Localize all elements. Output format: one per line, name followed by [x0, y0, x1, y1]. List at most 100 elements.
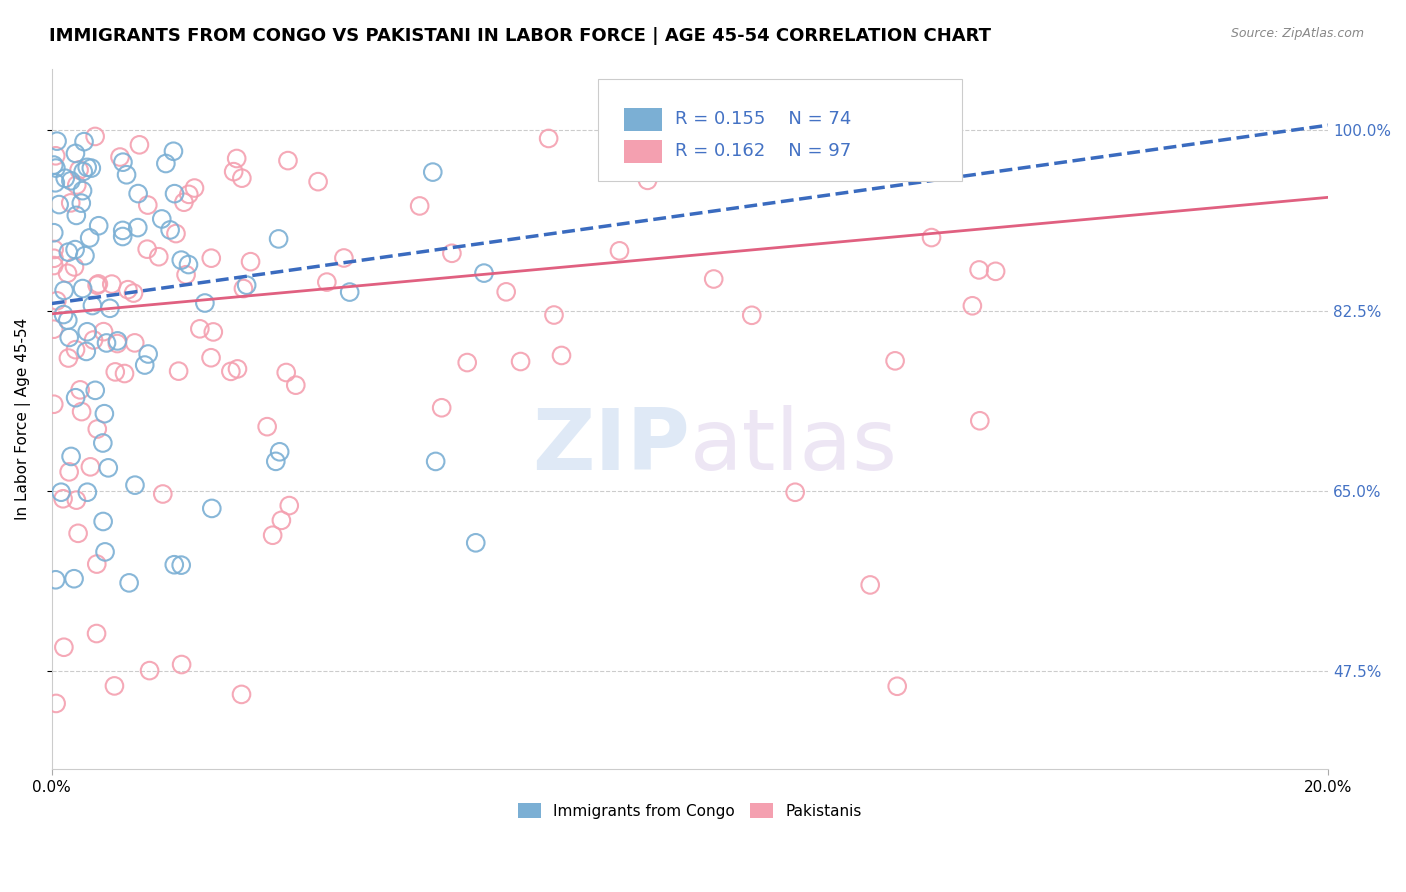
Point [543, 308, 565, 322]
Point [124, 335, 146, 350]
Point [231, 171, 253, 186]
Point [269, 444, 291, 458]
Point [53, 284, 76, 298]
Point [46, 134, 69, 148]
Point [884, 354, 907, 368]
Point [45, 149, 67, 163]
Point [42, 397, 65, 411]
Point [194, 296, 217, 310]
FancyBboxPatch shape [624, 108, 662, 131]
Point [170, 657, 193, 672]
Point [79, 231, 101, 245]
Point [138, 664, 160, 678]
Point [219, 364, 242, 378]
Point [107, 334, 129, 348]
Point [278, 499, 301, 513]
Point [59, 195, 82, 210]
Point [118, 575, 141, 590]
Point [111, 155, 134, 169]
Point [84, 384, 107, 398]
Point [264, 454, 287, 468]
Point [307, 175, 329, 189]
Point [111, 229, 134, 244]
Point [52, 491, 75, 506]
Point [65, 146, 87, 161]
Point [235, 278, 257, 293]
Point [262, 528, 284, 542]
FancyBboxPatch shape [624, 140, 662, 163]
Point [86, 626, 108, 640]
Point [48, 197, 70, 211]
Y-axis label: In Labor Force | Age 45-54: In Labor Force | Age 45-54 [15, 318, 31, 520]
Point [174, 268, 197, 282]
Point [114, 367, 136, 381]
Point [122, 286, 145, 301]
Text: R = 0.162    N = 97: R = 0.162 N = 97 [675, 142, 851, 161]
Point [170, 558, 193, 573]
Point [456, 355, 478, 369]
Point [408, 199, 430, 213]
Point [183, 181, 205, 195]
Point [63, 572, 86, 586]
Point [128, 137, 150, 152]
Point [163, 558, 186, 572]
Point [173, 195, 195, 210]
Point [58, 245, 80, 260]
Point [65, 208, 87, 222]
Point [86, 278, 108, 293]
Point [45, 697, 67, 711]
Point [42, 226, 65, 240]
Text: IMMIGRANTS FROM CONGO VS PAKISTANI IN LABOR FORCE | AGE 45-54 CORRELATION CHART: IMMIGRANTS FROM CONGO VS PAKISTANI IN LA… [49, 27, 991, 45]
Point [201, 501, 224, 516]
Point [202, 325, 225, 339]
Point [637, 173, 659, 187]
Point [82, 299, 104, 313]
Point [87, 219, 110, 233]
Point [472, 266, 495, 280]
Point [464, 536, 486, 550]
Point [44, 176, 66, 190]
Point [84, 129, 107, 144]
Point [86, 422, 108, 436]
Point [239, 254, 262, 268]
Point [111, 223, 134, 237]
Point [45, 293, 67, 308]
Point [422, 165, 444, 179]
Point [124, 478, 146, 492]
Point [58, 351, 80, 365]
Point [226, 362, 249, 376]
Point [165, 227, 187, 241]
Point [785, 485, 807, 500]
Point [45, 573, 67, 587]
Point [159, 223, 181, 237]
Point [984, 264, 1007, 278]
Point [962, 299, 984, 313]
Text: Source: ZipAtlas.com: Source: ZipAtlas.com [1230, 27, 1364, 40]
Point [76, 161, 98, 175]
Point [96, 335, 118, 350]
Point [42, 158, 65, 172]
Point [495, 285, 517, 299]
Point [94, 545, 117, 559]
Point [136, 347, 159, 361]
Point [104, 365, 127, 379]
Point [83, 333, 105, 347]
Point [52, 640, 75, 655]
Point [76, 325, 98, 339]
Point [53, 171, 76, 186]
Point [45, 161, 67, 175]
Point [440, 246, 463, 260]
Point [537, 131, 560, 145]
Point [65, 391, 87, 405]
Point [97, 460, 120, 475]
Point [315, 275, 337, 289]
Legend: Immigrants from Congo, Pakistanis: Immigrants from Congo, Pakistanis [512, 797, 868, 825]
Point [703, 272, 725, 286]
Point [42, 243, 65, 257]
Point [67, 526, 90, 541]
Point [93, 407, 115, 421]
Point [91, 515, 114, 529]
Point [609, 244, 631, 258]
Point [80, 161, 103, 175]
Point [42, 322, 65, 336]
